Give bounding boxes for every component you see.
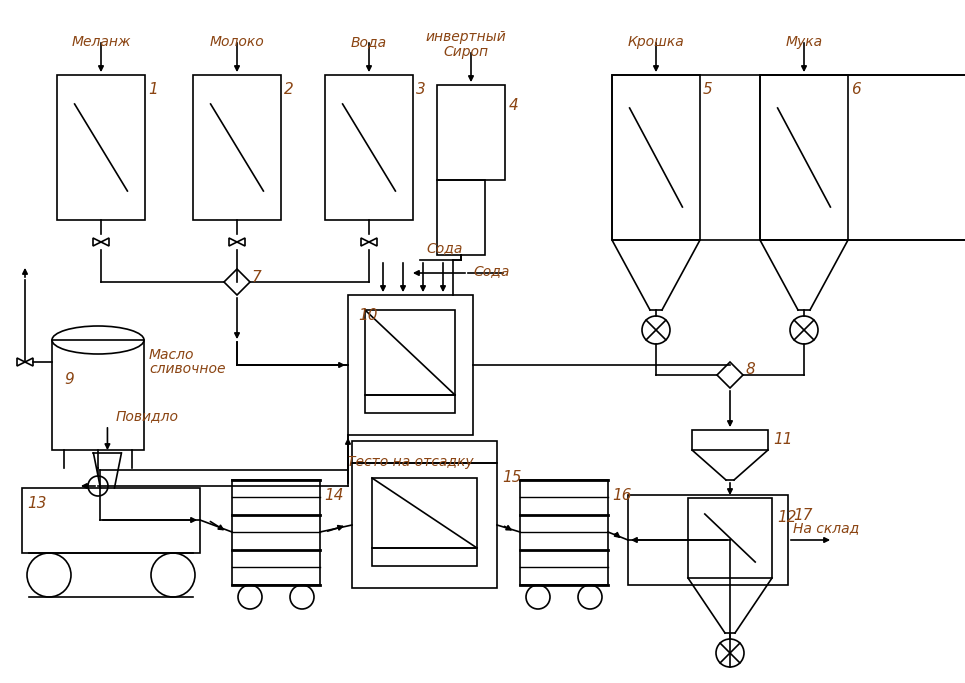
Bar: [365, 310, 455, 395]
Bar: [232, 480, 320, 585]
Bar: [352, 463, 497, 588]
Text: Сода: Сода: [473, 264, 510, 278]
Text: 4: 4: [509, 98, 519, 113]
Text: 17: 17: [793, 507, 813, 522]
Bar: [437, 180, 485, 255]
Bar: [688, 498, 772, 578]
Text: Масло: Масло: [149, 348, 195, 362]
Text: 14: 14: [324, 488, 344, 503]
Text: 12: 12: [777, 510, 796, 525]
Text: 5: 5: [703, 83, 713, 98]
Bar: [692, 430, 768, 450]
Text: Тесто на отсадку: Тесто на отсадку: [346, 455, 473, 469]
Text: Молоко: Молоко: [209, 35, 264, 49]
Text: 1: 1: [148, 83, 157, 98]
Text: 15: 15: [502, 471, 521, 486]
Text: Мука: Мука: [786, 35, 822, 49]
Bar: [612, 75, 965, 240]
Bar: [365, 395, 455, 413]
Text: 9: 9: [64, 372, 73, 387]
Text: Вода: Вода: [351, 35, 387, 49]
Bar: [193, 75, 281, 220]
Text: На склад: На склад: [793, 521, 859, 535]
Text: инвертный: инвертный: [426, 30, 507, 44]
Text: Сода: Сода: [427, 241, 463, 255]
Bar: [628, 495, 788, 585]
Text: 2: 2: [284, 83, 293, 98]
Text: 3: 3: [416, 83, 426, 98]
Bar: [325, 75, 413, 220]
Text: Крошка: Крошка: [627, 35, 684, 49]
Text: 8: 8: [745, 363, 755, 378]
Text: Повидло: Повидло: [116, 409, 179, 423]
Text: сливочное: сливочное: [149, 362, 226, 376]
Bar: [520, 480, 608, 585]
Text: Меланж: Меланж: [71, 35, 130, 49]
Bar: [57, 75, 145, 220]
Bar: [372, 548, 477, 566]
Text: 16: 16: [612, 488, 631, 503]
Bar: [760, 75, 965, 240]
Text: 10: 10: [358, 307, 377, 322]
Bar: [52, 340, 144, 450]
Bar: [760, 75, 848, 240]
Text: 7: 7: [252, 270, 262, 285]
Bar: [372, 478, 477, 548]
Bar: [437, 85, 505, 180]
Text: Сироп: Сироп: [444, 45, 488, 59]
Text: 6: 6: [851, 83, 861, 98]
Bar: [612, 75, 700, 240]
Bar: [352, 441, 497, 463]
Bar: [22, 488, 200, 553]
Text: 11: 11: [773, 432, 792, 447]
Bar: [348, 295, 473, 435]
Text: 13: 13: [27, 495, 46, 510]
